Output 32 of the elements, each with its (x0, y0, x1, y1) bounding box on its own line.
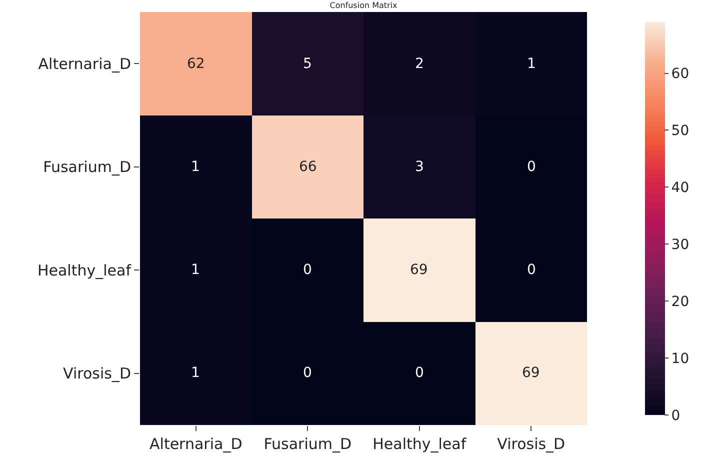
x-tick-label: Virosis_D (497, 435, 566, 453)
color-bar-label: 40 (671, 180, 690, 196)
y-tick-label: Virosis_D (63, 364, 131, 383)
data-label: 1 (191, 262, 200, 278)
data-label: 2 (415, 56, 424, 72)
data-label: 0 (415, 365, 424, 381)
data-label: 62 (187, 56, 205, 72)
color-bar-label: 30 (671, 237, 690, 254)
data-label: 5 (303, 56, 312, 72)
data-label: 0 (303, 262, 312, 278)
data-label: 1 (527, 56, 536, 72)
color-bar-label: 10 (671, 350, 690, 367)
data-label: 1 (191, 159, 200, 175)
color-bar-label: 0 (671, 408, 680, 424)
y-tick-label: Healthy_leaf (37, 261, 132, 280)
data-label: 66 (299, 159, 317, 175)
data-label: 0 (303, 365, 312, 381)
chart-title: Confusion Matrix (330, 0, 398, 10)
color-bar-label: 60 (671, 66, 690, 82)
x-tick-label: Alternaria_D (150, 435, 242, 453)
data-label: 69 (522, 365, 540, 381)
data-label: 3 (415, 159, 424, 175)
color-bar-label: 50 (671, 123, 690, 140)
y-tick-label: Fusarium_D (43, 158, 131, 176)
data-label: 69 (410, 262, 428, 278)
color-bar-label: 20 (671, 294, 690, 310)
data-label: 0 (527, 262, 536, 278)
x-tick-label: Fusarium_D (264, 435, 352, 453)
x-tick-label: Healthy_leaf (372, 435, 467, 453)
y-tick-label: Alternaria_D (38, 54, 131, 73)
data-label: 1 (191, 365, 200, 381)
data-label: 0 (527, 159, 536, 175)
